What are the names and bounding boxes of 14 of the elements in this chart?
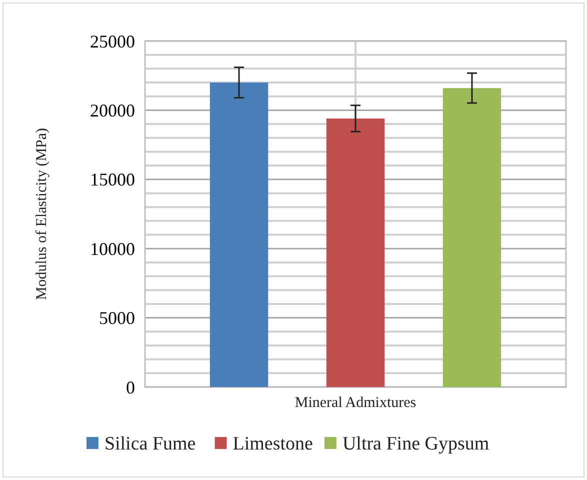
x-tick-label: Mineral Admixtures xyxy=(294,395,416,411)
bar xyxy=(326,118,385,387)
y-tick-label: 5000 xyxy=(99,308,135,328)
y-tick-label: 15000 xyxy=(90,170,135,190)
legend-label: Ultra Fine Gypsum xyxy=(342,434,490,455)
y-tick-label: 10000 xyxy=(90,238,135,259)
y-tick-label: 0 xyxy=(126,377,135,398)
legend-label: Silica Fume xyxy=(104,434,196,455)
y-tick-label: 25000 xyxy=(90,31,135,52)
bar xyxy=(442,88,502,387)
y-axis-title: Modulus of Elasticity (MPa) xyxy=(34,128,50,300)
y-tick-label: 20000 xyxy=(90,100,135,120)
bar xyxy=(210,82,268,387)
legend-label: Limestone xyxy=(232,434,313,455)
